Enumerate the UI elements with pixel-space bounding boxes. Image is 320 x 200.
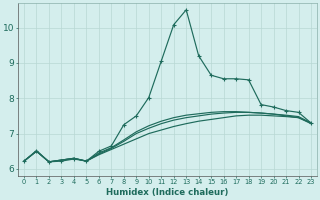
X-axis label: Humidex (Indice chaleur): Humidex (Indice chaleur) bbox=[106, 188, 229, 197]
